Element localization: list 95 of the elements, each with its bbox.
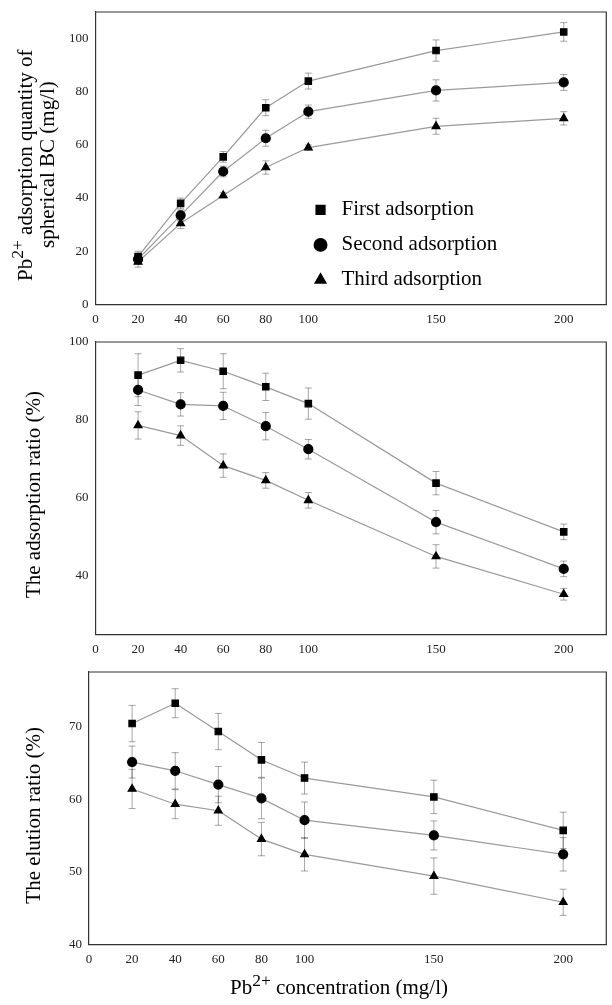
- point: [128, 719, 136, 728]
- point: [170, 765, 181, 776]
- point: [134, 371, 142, 379]
- y-tick-label: 20: [75, 242, 89, 258]
- point: [428, 830, 439, 841]
- point: [170, 799, 180, 808]
- point: [303, 495, 313, 504]
- point: [430, 85, 442, 96]
- point: [303, 444, 314, 455]
- y-tick-label: 40: [69, 935, 82, 951]
- point: [214, 727, 223, 736]
- x-tick-label: 40: [174, 640, 188, 656]
- legend-label: Third adsorption: [341, 266, 483, 291]
- point: [171, 699, 179, 708]
- x-tick-label: 0: [92, 310, 99, 326]
- x-tick-label: 40: [168, 950, 182, 966]
- point: [127, 783, 137, 792]
- x-tick-label: 100: [298, 310, 319, 326]
- x-tick-label: 150: [426, 640, 446, 656]
- point: [299, 815, 310, 826]
- point: [430, 517, 442, 528]
- y-axis-title: The elution ratio (%): [20, 726, 45, 904]
- point: [432, 479, 440, 487]
- x-tick-label: 80: [259, 640, 273, 656]
- point: [304, 77, 313, 85]
- point: [219, 367, 227, 376]
- point: [132, 384, 144, 396]
- y-tick-label: 40: [75, 567, 89, 583]
- point: [261, 103, 270, 112]
- x-axis-title: Pb$^{2+}$ concentration (mg/l): [228, 970, 450, 1000]
- x-tick-label: 80: [254, 950, 268, 966]
- point: [431, 551, 441, 560]
- x-tick-label: 200: [553, 950, 573, 966]
- point: [559, 28, 568, 36]
- point: [260, 421, 271, 432]
- point: [133, 420, 143, 429]
- point: [559, 826, 567, 835]
- y-tick-label: 80: [75, 83, 89, 99]
- y-tick-label: 60: [75, 489, 89, 505]
- y-tick-label: 40: [75, 189, 89, 205]
- point: [257, 756, 266, 764]
- point: [261, 162, 271, 171]
- point: [176, 430, 186, 439]
- legend-label: Second adsorption: [341, 231, 498, 256]
- x-tick-label: 40: [174, 310, 188, 326]
- x-tick-label: 150: [426, 310, 446, 326]
- x-tick-label: 60: [216, 310, 230, 326]
- point: [559, 528, 568, 536]
- point: [218, 400, 229, 412]
- x-tick-label: 20: [125, 950, 139, 966]
- x-tick-label: 0: [92, 640, 99, 656]
- y-tick-label: 100: [69, 333, 89, 349]
- point: [558, 563, 569, 574]
- x-tick-label: 100: [298, 640, 319, 656]
- point: [176, 218, 186, 227]
- x-tick-label: 200: [553, 640, 574, 656]
- point: [260, 133, 271, 144]
- y-tick-label: 60: [75, 136, 89, 152]
- x-tick-label: 80: [259, 310, 273, 326]
- legend-label: First adsorption: [341, 196, 475, 221]
- point: [431, 121, 441, 130]
- point: [213, 805, 223, 814]
- point: [558, 849, 569, 860]
- point: [261, 475, 271, 484]
- point: [559, 589, 569, 598]
- point: [430, 793, 438, 801]
- point: [213, 779, 224, 790]
- point: [429, 871, 439, 879]
- point: [127, 756, 138, 768]
- x-tick-label: 20: [131, 640, 145, 656]
- y-tick-label: 60: [69, 790, 82, 806]
- y-tick-label: 100: [69, 30, 89, 45]
- point: [175, 399, 186, 410]
- point: [300, 774, 309, 782]
- x-tick-label: 60: [216, 640, 230, 656]
- point: [256, 833, 266, 842]
- point: [558, 77, 569, 88]
- y-tick-label: 50: [69, 863, 82, 879]
- x-tick-label: 20: [131, 310, 145, 326]
- x-tick-label: 150: [424, 950, 444, 966]
- y-tick-label: 80: [75, 411, 89, 427]
- y-tick-label: 70: [69, 717, 82, 733]
- y-axis-title: The adsorption ratio (%): [20, 391, 45, 599]
- y-tick-label: 0: [82, 295, 89, 311]
- x-tick-label: 60: [211, 950, 225, 966]
- point: [261, 383, 270, 391]
- point: [559, 113, 569, 122]
- x-tick-label: 200: [553, 310, 574, 326]
- point: [256, 793, 267, 804]
- x-tick-label: 100: [294, 950, 315, 966]
- point: [300, 849, 310, 858]
- point: [432, 46, 440, 55]
- point: [176, 356, 185, 365]
- point: [558, 897, 568, 906]
- point: [218, 460, 228, 469]
